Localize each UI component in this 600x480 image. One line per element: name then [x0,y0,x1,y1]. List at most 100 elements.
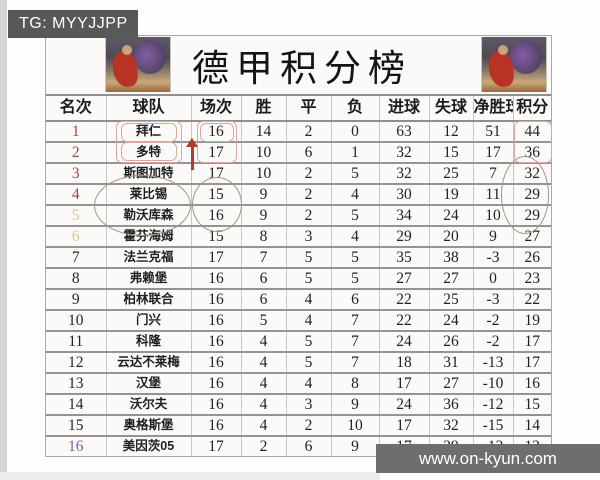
header-row: 名次球队场次胜平负进球失球净胜球积分 [46,96,551,122]
cell-gd: -3 [472,288,513,310]
cell-loss: 5 [330,204,379,226]
telegram-badge-text: TG: MYYJJPP [19,15,128,32]
cell-draw: 5 [285,330,331,352]
cell-team: 美因茨05 [105,435,191,456]
cell-ga: 31 [428,351,473,373]
cell-loss: 4 [330,225,379,247]
cell-played: 16 [190,414,241,436]
cell-gf: 63 [378,121,429,142]
cell-rank: 14 [46,393,106,415]
cell-gf: 18 [378,351,429,373]
player-figure-head [122,45,132,55]
column-header: 进球 [378,96,429,122]
cell-pts: 15 [512,393,551,415]
cell-gf: 17 [378,372,429,394]
cell-pts: 22 [512,288,551,310]
cell-gf: 30 [378,183,429,205]
cell-gd: -12 [472,393,513,415]
column-header: 失球 [428,96,473,122]
cell-ga: 12 [428,121,473,142]
cell-rank: 6 [46,225,106,247]
cell-played: 17 [190,435,241,456]
cell-played: 16 [190,351,241,373]
cell-draw: 3 [285,225,331,247]
watermark-bar: www.on-kyun.com [376,444,600,473]
table-row: 7 法兰克福 17 7 5 5 35 38 -3 26 [46,246,551,268]
cell-team: 沃尔夫 [105,393,191,415]
table-row: 10 门兴 16 5 4 7 22 24 -2 19 [46,309,551,331]
cell-gf: 35 [378,246,429,268]
cell-win: 4 [240,351,286,373]
cell-win: 14 [240,121,286,142]
cell-team: 莱比锡 [105,183,191,205]
cell-gf: 22 [378,309,429,331]
cell-gf: 29 [378,225,429,247]
cell-team: 勒沃库森 [105,204,191,226]
players-illustration-right [481,37,547,92]
watermark-text: www.on-kyun.com [419,449,557,468]
cell-ga: 20 [428,225,473,247]
cell-win: 4 [240,414,286,436]
cell-team: 汉堡 [105,372,191,394]
cell-win: 2 [240,435,286,456]
cell-team: 多特 [105,141,191,163]
cell-played: 17 [190,162,241,184]
cell-pts: 27 [512,225,551,247]
cell-win: 10 [240,141,286,163]
cell-win: 9 [240,204,286,226]
photo-edge-left [0,0,7,480]
cell-gd: 9 [472,225,513,247]
player-figure-purple [134,40,166,74]
cell-draw: 4 [285,309,331,331]
cell-ga: 26 [428,330,473,352]
table-row: 9 柏林联合 16 6 4 6 22 25 -3 22 [46,288,551,310]
cell-played: 15 [190,225,241,247]
cell-pts: 29 [512,183,551,205]
cell-ga: 15 [428,141,473,163]
table-row: 13 汉堡 16 4 4 8 17 27 -10 16 [46,372,551,394]
cell-loss: 5 [330,246,379,268]
table-row: 5 勒沃库森 16 9 2 5 34 24 10 29 [46,204,551,226]
cell-loss: 7 [330,309,379,331]
table-row: 1 拜仁 16 14 2 0 63 12 51 44 [46,121,551,142]
cell-draw: 5 [285,246,331,268]
cell-draw: 2 [285,121,331,142]
cell-played: 17 [190,246,241,268]
cell-rank: 13 [46,372,106,394]
cell-ga: 25 [428,162,473,184]
table-row: 14 沃尔夫 16 4 3 9 24 36 -12 15 [46,393,551,415]
cell-draw: 6 [285,141,331,163]
column-header: 平 [285,96,331,122]
cell-team: 法兰克福 [105,246,191,268]
cell-draw: 2 [285,204,331,226]
cell-win: 4 [240,372,286,394]
cell-rank: 4 [46,183,106,205]
cell-gf: 34 [378,204,429,226]
cell-win: 8 [240,225,286,247]
cell-win: 10 [240,162,286,184]
cell-gd: 10 [472,204,513,226]
cell-draw: 4 [285,288,331,310]
cell-loss: 5 [330,267,379,289]
cell-played: 16 [190,372,241,394]
cell-rank: 7 [46,246,106,268]
cell-gd: -13 [472,351,513,373]
cell-rank: 11 [46,330,106,352]
cell-pts: 17 [512,330,551,352]
cell-rank: 3 [46,162,106,184]
cell-draw: 3 [285,393,331,415]
column-header: 净胜球 [472,96,513,122]
cell-draw: 2 [285,183,331,205]
cell-ga: 19 [428,183,473,205]
cell-pts: 26 [512,246,551,268]
cell-gd: 17 [472,141,513,163]
cell-win: 9 [240,183,286,205]
cell-loss: 9 [330,393,379,415]
cell-loss: 10 [330,414,379,436]
column-header: 名次 [46,96,106,122]
cell-ga: 25 [428,288,473,310]
cell-rank: 9 [46,288,106,310]
cell-gd: 11 [472,183,513,205]
cell-ga: 32 [428,414,473,436]
cell-gd: -15 [472,414,513,436]
